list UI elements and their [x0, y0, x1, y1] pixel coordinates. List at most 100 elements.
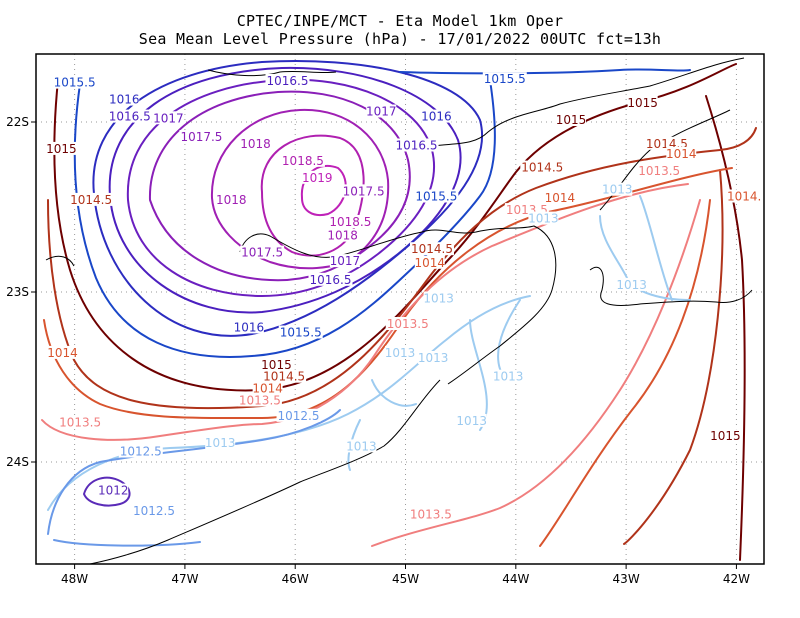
contour-label: 1013	[528, 212, 559, 226]
contour-1017-5	[148, 90, 411, 282]
contour-label-bg	[666, 147, 697, 160]
contour-label: 1015	[261, 358, 292, 372]
contour-label: 1013	[602, 183, 633, 197]
x-tick-label: 44W	[502, 572, 529, 586]
x-tick-label: 43W	[613, 572, 640, 586]
contour-label-bg	[544, 191, 575, 205]
contour-label-bg	[240, 136, 271, 150]
contour-label: 1014.5	[70, 193, 112, 207]
plot-frame	[35, 53, 765, 565]
contour-1012-5	[47, 409, 341, 547]
contour-label-bg	[179, 130, 224, 143]
contour-label: 1013	[205, 436, 236, 450]
y-tick-label: 22S	[6, 115, 29, 129]
contour-label-bg	[278, 325, 323, 339]
contour-label: 1014.	[727, 190, 761, 204]
x-tick-label: 42W	[723, 572, 750, 586]
contour-label: 1016.5	[310, 273, 352, 287]
contour-1013.5	[41, 183, 701, 547]
contour-label: 1014	[415, 256, 446, 270]
contour-label: 1017.5	[180, 130, 222, 144]
contour-label: 1016	[234, 320, 265, 334]
contour-label: 1018.5	[329, 215, 371, 229]
contour-label: 1013	[346, 439, 377, 453]
contour-label: 1013.5	[410, 507, 452, 521]
contour-label-bg	[252, 381, 283, 395]
contour-label-bg	[240, 245, 285, 259]
contour-label: 1014.5	[411, 242, 453, 256]
contour-label: 1014.5	[263, 370, 305, 384]
contour-label-bg	[107, 109, 152, 123]
contour-1016	[92, 59, 483, 337]
contour-label-bg	[520, 160, 565, 174]
contour-label-bg	[341, 184, 386, 198]
coastline	[45, 57, 753, 564]
contour-label: 1012.5	[278, 409, 320, 423]
contour-label-bg	[52, 75, 97, 89]
contour-label-bg	[725, 189, 763, 203]
contour-label: 1016	[421, 110, 452, 124]
contour-label-bg	[216, 192, 247, 206]
contour-label: 1012	[98, 484, 129, 498]
contour-label: 1018	[216, 193, 247, 207]
contour-label-bg	[710, 429, 741, 443]
contour-label: 1013.5	[59, 416, 101, 430]
contour-label: 1014.5	[521, 161, 563, 175]
contour-label: 1013	[456, 414, 487, 428]
contour-label-bg	[69, 192, 114, 206]
contour-label: 1013	[493, 370, 524, 384]
contour-label-bg	[602, 182, 633, 196]
contour-1016-5	[108, 66, 462, 314]
contour-label-bg	[308, 272, 353, 286]
contour-1018	[210, 108, 390, 270]
contour-label-bg	[493, 369, 524, 383]
contour-label: 1015	[710, 429, 741, 443]
contour-label-bg	[366, 104, 397, 118]
axes: 48W 47W 46W 45W 44W 43W 42W 22S 23S 24S	[6, 115, 750, 586]
contour-label-bg	[328, 215, 373, 228]
x-tick-label: 46W	[282, 572, 309, 586]
contour-label: 1018	[240, 137, 271, 151]
y-tick-label: 24S	[6, 455, 29, 469]
contour-label-bg	[47, 345, 78, 359]
contour-label: 1018.5	[282, 154, 324, 168]
contour-label: 1018	[327, 229, 358, 243]
contour-label: 1014	[545, 191, 576, 205]
contour-label: 1012.5	[133, 504, 175, 518]
contour-label-bg	[237, 393, 282, 407]
contour-label: 1013	[616, 278, 647, 292]
contour-label: 1015.5	[484, 72, 526, 86]
contour-label: 1015	[627, 96, 658, 110]
y-tick-label: 23S	[6, 285, 29, 299]
contour-label-bg	[385, 345, 415, 359]
contour-label-bg	[555, 113, 586, 126]
contour-label: 1017.5	[343, 184, 385, 198]
contour-label: 1014	[47, 346, 78, 360]
contour-label-bg	[385, 317, 430, 330]
contour-label-bg	[153, 111, 184, 125]
contour-label: 1017.5	[241, 246, 283, 260]
contour-label-bg	[423, 291, 454, 305]
contour-label: 1015	[46, 142, 77, 156]
contour-label-bg	[233, 320, 264, 334]
contour-label-bg	[421, 109, 452, 123]
x-tick-label: 47W	[171, 572, 198, 586]
contour-label: 1014	[666, 147, 697, 161]
contour-label: 1015	[556, 113, 587, 127]
contour-label-bg	[408, 507, 453, 521]
contour-label: 1014	[252, 382, 283, 396]
contour-label: 1013.5	[387, 317, 429, 331]
contour-label-bg	[46, 141, 77, 155]
contour-label-bg	[627, 96, 658, 109]
contour-label: 1013.5	[239, 394, 281, 408]
contour-label: 1016	[109, 93, 140, 107]
contour-label-bg	[616, 277, 647, 291]
contour-label: 1017	[330, 254, 361, 268]
contour-label-bg	[109, 92, 140, 106]
contour-label-bg	[261, 357, 292, 371]
contour-label: 1013.5	[638, 164, 680, 178]
coastline-path	[45, 57, 753, 564]
contour-label-bg	[98, 483, 129, 497]
contour-label-bg	[418, 351, 449, 364]
contour-label-bg	[329, 254, 360, 268]
